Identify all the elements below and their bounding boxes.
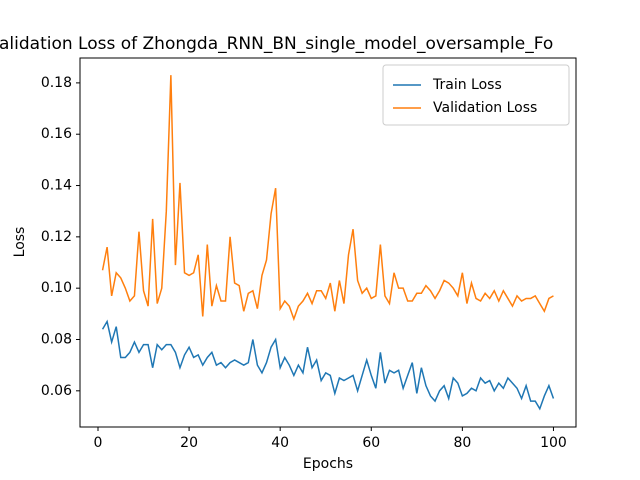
series-line	[101, 75, 554, 322]
x-tick-label: 60	[362, 435, 380, 451]
x-tick-label: 80	[453, 435, 471, 451]
y-tick-label: 0.16	[41, 126, 72, 142]
y-tick-label: 0.14	[41, 178, 72, 194]
y-tick-label: 0.18	[41, 75, 72, 91]
y-tick-label: 0.08	[41, 331, 72, 347]
x-axis-label: Epochs	[303, 456, 353, 472]
y-tick-label: 0.06	[41, 383, 72, 399]
series-line	[101, 319, 555, 411]
plot-frame	[79, 57, 577, 428]
legend-label: Train Loss	[432, 77, 502, 93]
y-tick-label: 0.12	[41, 229, 72, 245]
y-axis-label: Loss	[12, 227, 28, 258]
x-tick-label: 100	[540, 435, 567, 451]
x-tick-label: 0	[94, 435, 103, 451]
legend-box	[382, 64, 570, 126]
x-tick-label: 20	[180, 435, 198, 451]
x-tick-label: 40	[271, 435, 289, 451]
legend-label: Validation Loss	[433, 100, 537, 116]
y-tick-label: 0.10	[41, 280, 72, 296]
chart-title: alidation Loss of Zhongda_RNN_BN_single_…	[0, 34, 553, 54]
